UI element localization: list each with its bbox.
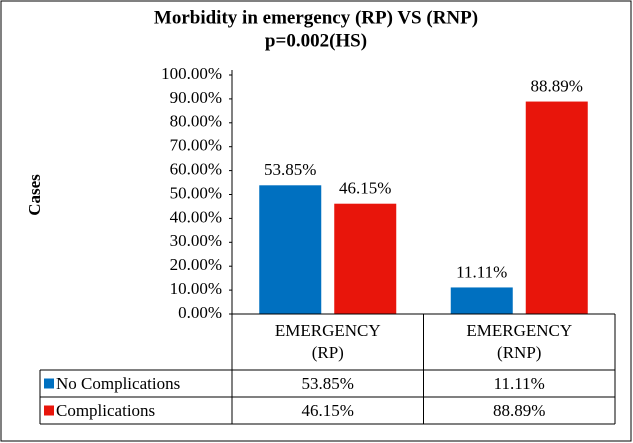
y-tick-label: 80.00% xyxy=(170,112,222,131)
y-tick-label: 60.00% xyxy=(170,160,222,179)
data-label: 88.89% xyxy=(531,76,583,95)
table-value: 46.15% xyxy=(301,400,354,420)
bar xyxy=(450,287,513,314)
bar xyxy=(259,185,322,314)
legend-entry: Complications xyxy=(56,400,156,420)
x-tick-label: EMERGENCY (RP) xyxy=(274,321,381,362)
y-tick-label: 30.00% xyxy=(170,231,222,250)
y-tick-label: 0.00% xyxy=(178,303,222,322)
legend-swatch xyxy=(44,405,54,416)
y-tick-label: 40.00% xyxy=(170,207,222,226)
bar xyxy=(334,203,397,314)
chart-title: Morbidity in emergency (RP) VS (RNP) xyxy=(154,7,478,28)
table-value: 11.11% xyxy=(493,373,545,393)
y-tick-label: 70.00% xyxy=(170,136,222,155)
table-value: 53.85% xyxy=(301,373,354,393)
legend-swatch xyxy=(44,378,54,389)
y-tick-label: 90.00% xyxy=(170,88,222,107)
data-label: 53.85% xyxy=(264,160,316,179)
legend-entry: No Complications xyxy=(56,373,181,393)
chart-subtitle: p=0.002(HS) xyxy=(265,30,367,51)
y-tick-label: 20.00% xyxy=(170,255,222,274)
bar xyxy=(525,101,588,314)
y-tick-label: 50.00% xyxy=(170,183,222,202)
table-value: 88.89% xyxy=(493,400,546,420)
y-axis-label: Cases xyxy=(25,174,44,216)
x-tick-label: EMERGENCY (RNP) xyxy=(466,321,573,362)
data-label: 46.15% xyxy=(339,179,391,198)
data-label: 11.11% xyxy=(456,262,507,281)
y-tick-label: 100.00% xyxy=(161,64,222,83)
y-tick-label: 10.00% xyxy=(170,279,222,298)
